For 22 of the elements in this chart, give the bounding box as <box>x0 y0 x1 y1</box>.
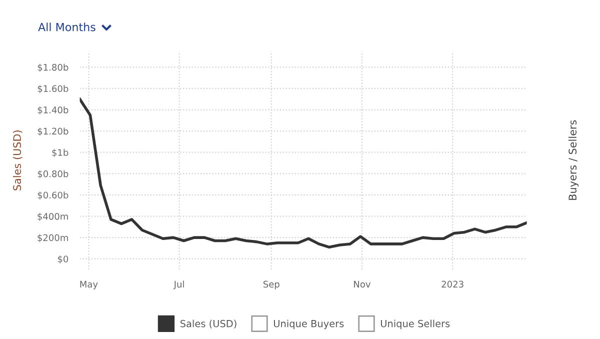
y-tick-label: $1b <box>52 148 68 158</box>
text: All Months <box>38 22 96 32</box>
y-tick-label: $1.80b <box>38 64 68 72</box>
legend-label: Sales (USD) <box>180 320 236 328</box>
y-tick-label: $1.40b <box>38 106 68 115</box>
y-tick-label: $1.20b <box>38 128 68 136</box>
line-series <box>80 98 527 249</box>
x-tick-label: May <box>80 280 98 290</box>
x-tick-label: Sep <box>263 280 280 290</box>
legend-label: Unique Sellers <box>380 320 450 330</box>
x-tick-label: 2023 <box>442 280 464 288</box>
x-tick-label: Jul <box>173 280 184 290</box>
y2-axis-title: Buyers / Sellers <box>568 120 579 200</box>
y-tick-label: $0.60b <box>38 192 68 200</box>
y-tick-label: $0 <box>58 255 68 264</box>
y-tick-label: $400m <box>38 212 68 222</box>
x-tick-label: Nov <box>354 280 370 288</box>
y-tick-label: $200m <box>38 234 68 242</box>
legend-label: Unique Buyers <box>274 320 344 330</box>
y-tick-label: $1.60b <box>38 85 68 94</box>
y-tick-label: $0.80b <box>38 170 68 178</box>
y-axis-title: Sales (USD) <box>12 130 22 190</box>
